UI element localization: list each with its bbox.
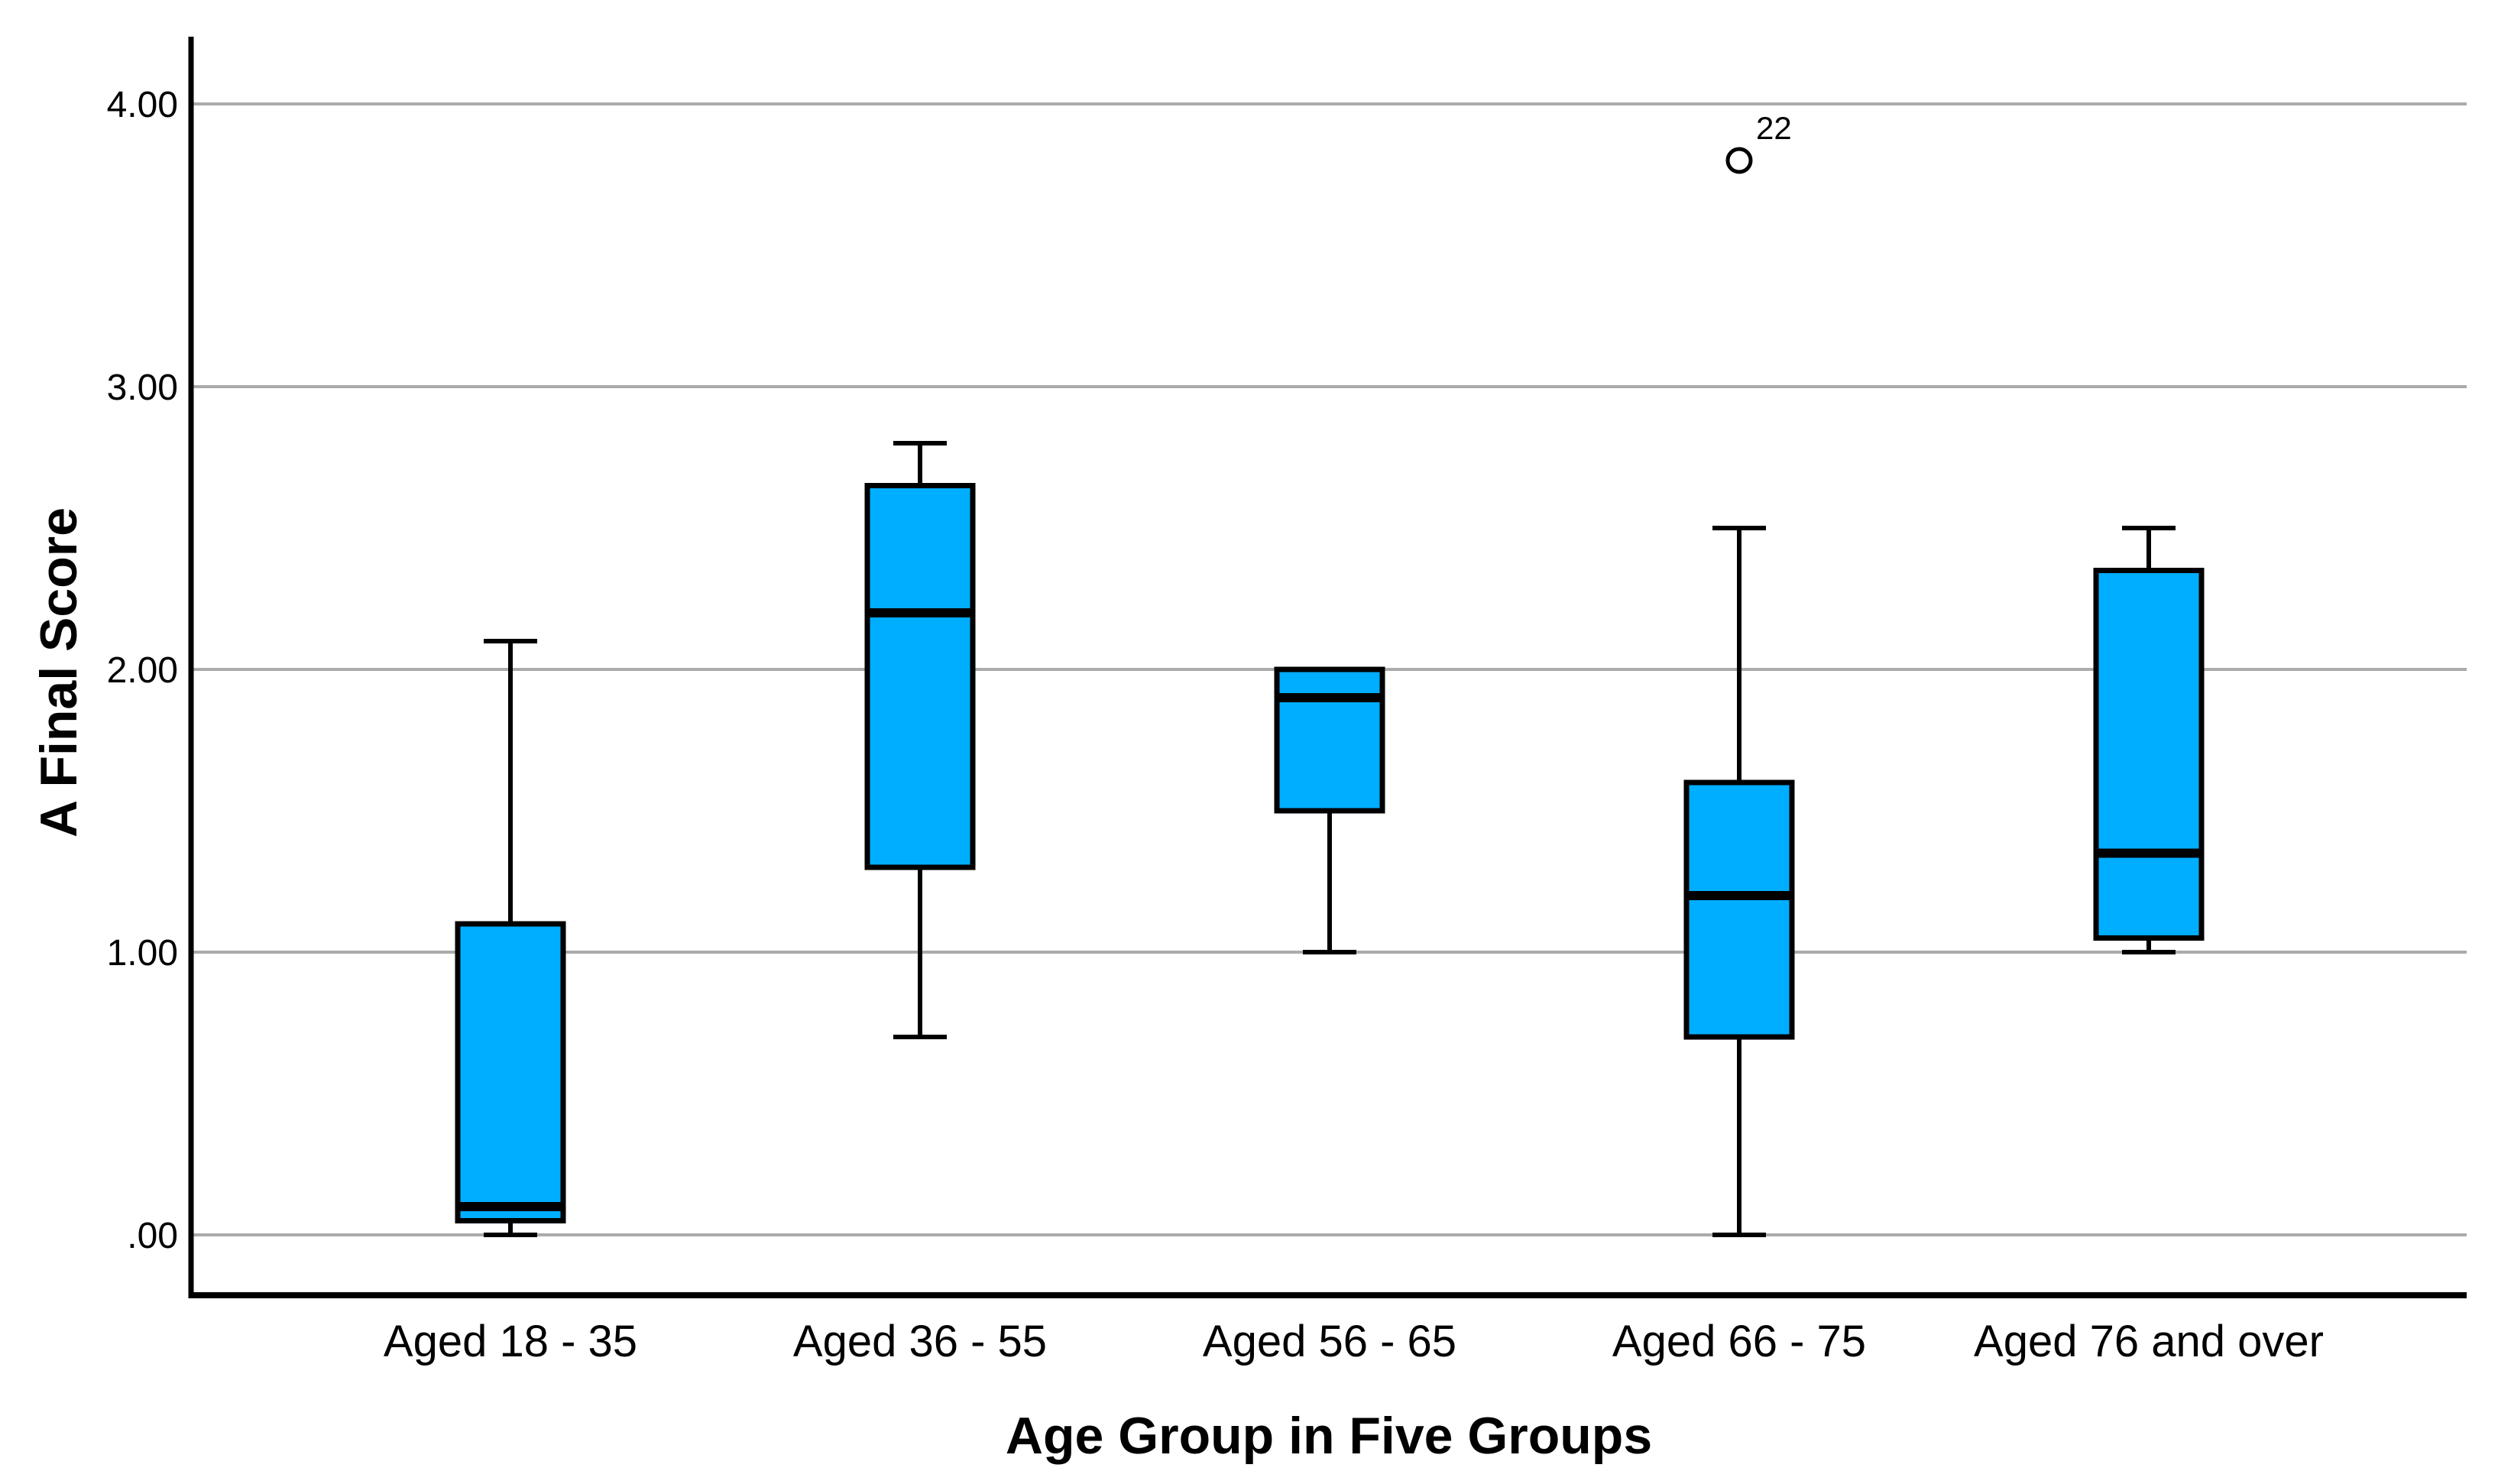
labels-layer: .00 1.00 2.00 3.00 4.00 Aged 18 - 35 Aged 36 -… <box>107 85 2324 1366</box>
box-group <box>864 441 976 1039</box>
x-category-label: Aged 56 - 65 <box>1203 1317 1456 1366</box>
box-iqr <box>864 483 976 870</box>
outlier-label: 22 <box>1756 110 1792 146</box>
y-tick-label: .00 <box>127 1216 178 1256</box>
box-iqr <box>455 921 566 1223</box>
x-axis-title: Age Group in Five Groups <box>1006 1407 1652 1465</box>
box-iqr <box>2093 568 2205 941</box>
y-axis-title: A Final Score <box>30 507 88 838</box>
box-group <box>1274 666 1385 954</box>
y-tick-label: 1.00 <box>107 933 178 974</box>
y-tick-label: 4.00 <box>107 85 178 125</box>
x-category-label: Aged 36 - 55 <box>793 1317 1047 1366</box>
outlier-point <box>1725 147 1753 174</box>
box-group <box>455 639 566 1237</box>
axes-layer <box>188 37 2467 1298</box>
box-group: 22 <box>1683 110 1795 1237</box>
x-category-label: Aged 18 - 35 <box>384 1317 637 1366</box>
x-category-label: Aged 76 and over <box>1974 1317 2324 1366</box>
box-group <box>2093 526 2205 954</box>
y-tick-label: 3.00 <box>107 368 178 408</box>
box-iqr <box>1683 779 1795 1040</box>
boxes-layer: 22 <box>455 110 2205 1237</box>
box-iqr <box>1274 666 1385 814</box>
y-tick-label: 2.00 <box>107 650 178 691</box>
x-category-label: Aged 66 - 75 <box>1612 1317 1866 1366</box>
